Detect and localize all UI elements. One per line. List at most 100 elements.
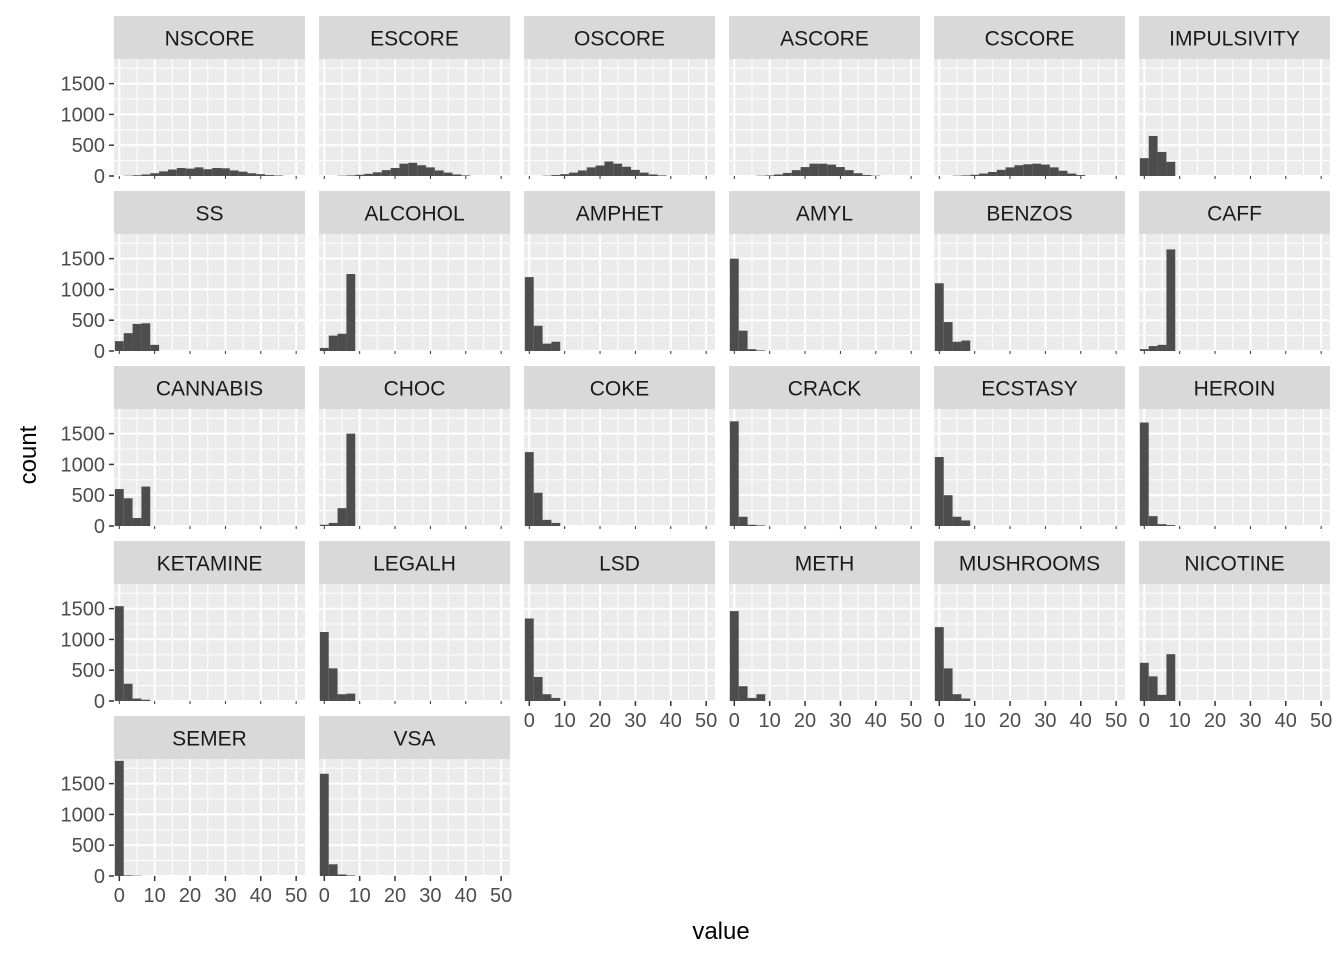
histogram-bar bbox=[1067, 173, 1077, 176]
facet-panel: NICOTINE bbox=[1139, 541, 1330, 702]
x-axes: 0 10 20 30 40 50 0 10 20 30 40 50 0 10 20 30 40 50 0 10 20 30… bbox=[114, 176, 1332, 907]
histogram-bar bbox=[979, 173, 988, 176]
histogram-bar bbox=[729, 258, 739, 351]
plot-background bbox=[729, 409, 920, 526]
histogram-bar bbox=[756, 525, 766, 526]
x-axis-title: value bbox=[692, 918, 749, 945]
histogram-bar bbox=[577, 170, 587, 176]
x-tick-label: 10 bbox=[1169, 710, 1191, 732]
x-tick-label: 30 bbox=[829, 710, 851, 732]
plot-background bbox=[934, 59, 1125, 176]
y-tick-label: 1500 bbox=[61, 599, 106, 621]
histogram-bar bbox=[952, 341, 962, 351]
facet-strip-label: IMPULSIVITY bbox=[1169, 28, 1300, 51]
histogram-bar bbox=[1005, 167, 1015, 176]
x-tick-label: 40 bbox=[250, 885, 272, 907]
histogram-bar bbox=[337, 874, 347, 876]
histogram-bar bbox=[123, 498, 133, 526]
histogram-bar bbox=[551, 522, 561, 526]
histogram-bar bbox=[961, 520, 971, 526]
facet-strip bbox=[1139, 191, 1330, 234]
histogram-bar bbox=[595, 165, 605, 176]
histogram-bar bbox=[1166, 654, 1176, 701]
y-tick-label: 0 bbox=[94, 866, 105, 888]
facet-strip-label: ESCORE bbox=[370, 28, 459, 51]
y-tick-label: 0 bbox=[94, 341, 105, 363]
y-tick-label: 0 bbox=[94, 516, 105, 538]
histogram-bar bbox=[765, 175, 775, 176]
histogram-bar bbox=[381, 170, 391, 176]
histogram-bar bbox=[943, 668, 953, 701]
histogram-bar bbox=[203, 169, 213, 176]
facet-strip-label: HEROIN bbox=[1194, 378, 1276, 401]
facet-strip bbox=[934, 541, 1125, 584]
facet-strip-label: CSCORE bbox=[985, 28, 1075, 51]
plot-background bbox=[524, 234, 715, 351]
histogram-bar bbox=[132, 698, 142, 701]
histogram-bar bbox=[141, 486, 151, 526]
histogram-bar bbox=[542, 343, 552, 351]
histogram-bar bbox=[328, 864, 338, 876]
plot-background bbox=[934, 409, 1125, 526]
histogram-bar bbox=[542, 694, 552, 701]
histogram-bar bbox=[1157, 151, 1167, 176]
histogram-bar bbox=[774, 174, 783, 176]
plot-background bbox=[524, 409, 715, 526]
facet-strip-label: NSCORE bbox=[165, 28, 255, 51]
histogram-bar bbox=[461, 175, 471, 176]
x-tick-label: 30 bbox=[1034, 710, 1056, 732]
facet-strip bbox=[524, 366, 715, 409]
y-tick-label: 1000 bbox=[61, 454, 106, 476]
facet-panel: CHOC bbox=[319, 366, 510, 527]
plot-background bbox=[524, 584, 715, 701]
x-tick-label: 20 bbox=[589, 710, 611, 732]
facet-panel: VSA bbox=[319, 716, 510, 877]
histogram-bar bbox=[1166, 525, 1176, 526]
histogram-bar bbox=[132, 517, 142, 526]
histogram-bar bbox=[524, 277, 534, 351]
histogram-bar bbox=[1139, 662, 1149, 701]
histogram-bar bbox=[319, 632, 329, 701]
histogram-bar bbox=[265, 175, 275, 176]
histogram-bar bbox=[328, 668, 338, 701]
histogram-bar bbox=[756, 350, 766, 351]
histogram-bar bbox=[961, 698, 971, 701]
histogram-bar bbox=[756, 694, 766, 701]
histogram-bar bbox=[1157, 344, 1167, 351]
facet-panel: CSCORE bbox=[934, 16, 1125, 177]
histogram-bar bbox=[425, 167, 435, 176]
x-tick-label: 50 bbox=[900, 710, 922, 732]
plot-background bbox=[1139, 409, 1330, 526]
histogram-bar bbox=[1014, 165, 1024, 176]
plot-background bbox=[319, 759, 510, 876]
histogram-bar bbox=[319, 347, 329, 351]
histogram-bar bbox=[729, 611, 739, 701]
histogram-bar bbox=[1157, 694, 1167, 701]
histogram-bar bbox=[1148, 346, 1158, 351]
y-tick-label: 1500 bbox=[61, 74, 106, 96]
y-tick-label: 500 bbox=[72, 835, 105, 857]
facet-strip-label: ALCOHOL bbox=[364, 203, 464, 226]
facet-panel: CANNABIS bbox=[114, 366, 305, 527]
histogram-bar bbox=[114, 760, 124, 876]
facet-strip bbox=[934, 191, 1125, 234]
x-tick-label: 0 bbox=[114, 885, 125, 907]
histogram-bar bbox=[533, 676, 543, 701]
histogram-bar bbox=[604, 161, 614, 176]
histogram-bar bbox=[328, 335, 338, 351]
histogram-bar bbox=[996, 169, 1006, 176]
histogram-bar bbox=[114, 606, 124, 701]
facet-panel: AMYL bbox=[729, 191, 920, 352]
facet-panel: ASCORE bbox=[729, 16, 920, 177]
facet-panel: SS bbox=[114, 191, 305, 352]
histogram-bar bbox=[390, 167, 400, 176]
facet-strip bbox=[319, 541, 510, 584]
histogram-bar bbox=[1166, 249, 1176, 351]
histogram-bar bbox=[844, 170, 854, 176]
x-tick-label: 0 bbox=[524, 710, 535, 732]
histogram-bar bbox=[238, 171, 248, 176]
histogram-bar bbox=[417, 165, 426, 176]
histogram-bar bbox=[364, 173, 373, 176]
y-tick-label: 1500 bbox=[61, 249, 106, 271]
histogram-bar bbox=[141, 174, 151, 176]
